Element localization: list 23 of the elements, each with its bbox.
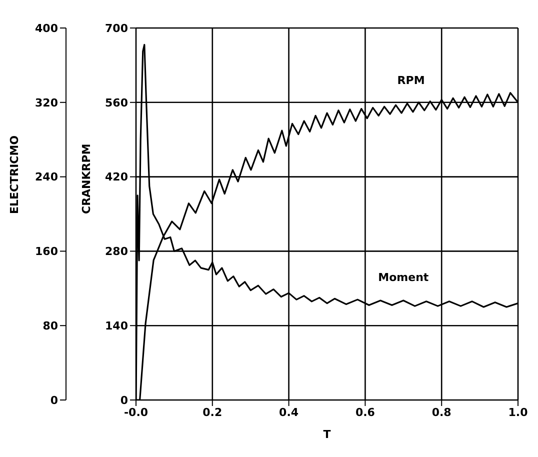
y-tick-label: 400	[35, 22, 58, 35]
x-axis-title: T	[323, 428, 332, 441]
x-tick-label: 0.2	[202, 406, 222, 419]
y2-tick-label: 560	[105, 96, 128, 110]
x-tick-label: 0.8	[432, 406, 452, 419]
x-tick-label: -0.0	[124, 406, 148, 419]
y-tick-label: 240	[35, 170, 58, 184]
y2-tick-label: 700	[105, 22, 128, 35]
y2-tick-label: 140	[105, 320, 128, 333]
series-label: Moment	[378, 271, 429, 284]
y-tick-label: 160	[35, 245, 58, 258]
y2-tick-label: 420	[105, 170, 128, 184]
y2-axis-title: CRANKRPM	[80, 144, 93, 214]
x-tick-label: 0.4	[279, 406, 299, 419]
y-tick-label: 0	[50, 394, 58, 407]
y2-tick-label: 280	[105, 245, 128, 258]
y-axis-title: ELECTRICMO	[8, 135, 21, 214]
y2-tick-label: 0	[120, 394, 128, 407]
x-tick-label: 0.6	[355, 406, 376, 419]
series-label: RPM	[397, 74, 425, 87]
x-tick-label: 1.0	[508, 406, 528, 419]
y-tick-label: 80	[42, 320, 58, 333]
y-tick-label: 320	[35, 96, 58, 110]
